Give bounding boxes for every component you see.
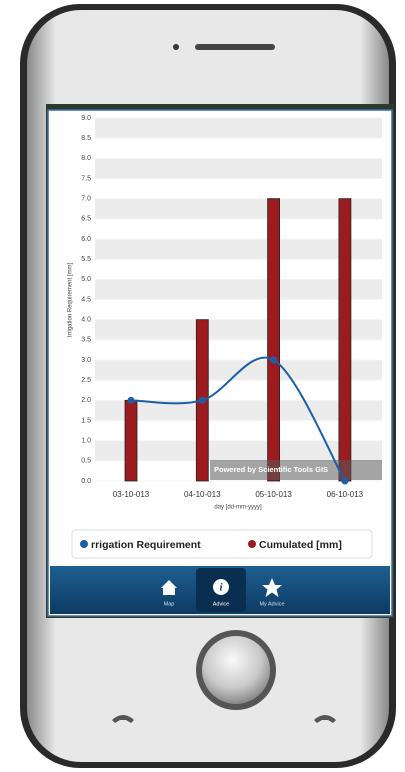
y-tick-label: 3.5 bbox=[81, 337, 91, 344]
y-tick-label: 8.5 bbox=[81, 135, 91, 142]
nav-label[interactable]: My Advice bbox=[259, 601, 284, 607]
y-tick-label: 6.5 bbox=[81, 216, 91, 223]
x-tick-label: 05-10-013 bbox=[255, 490, 292, 499]
grid-band bbox=[95, 158, 382, 178]
y-tick-label: 1.5 bbox=[81, 417, 91, 424]
x-tick-label: 03-10-013 bbox=[113, 490, 150, 499]
legend-marker bbox=[248, 540, 256, 548]
screen: 0.0 0.5 1.0 1.5 2.0 2.5 3.0 3.5 4.0 4.5 5.0 5.5 6.0 6… bbox=[0, 0, 405, 772]
x-tick-label: 06-10-013 bbox=[327, 490, 364, 499]
nav-label[interactable]: Advice bbox=[213, 601, 230, 607]
y-tick-label: 7.0 bbox=[81, 196, 91, 203]
y-tick-label: 2.5 bbox=[81, 377, 91, 384]
point bbox=[128, 397, 135, 404]
y-axis-title: Irrigation Requirement [mm] bbox=[68, 262, 74, 337]
y-tick-label: 4.5 bbox=[81, 296, 91, 303]
y-tick-label: 7.5 bbox=[81, 175, 91, 182]
y-tick-label: 5.5 bbox=[81, 256, 91, 263]
legend-label: rrigation Requirement bbox=[91, 539, 201, 551]
legend-marker bbox=[80, 540, 88, 548]
y-tick-label: 6.0 bbox=[81, 236, 91, 243]
y-tick-label: 0.5 bbox=[81, 458, 91, 465]
y-tick-label: 9.0 bbox=[81, 115, 91, 122]
x-axis-title: day [dd-mm-yyyy] bbox=[214, 505, 262, 511]
y-tick-label: 2.0 bbox=[81, 397, 91, 404]
bar bbox=[125, 400, 137, 481]
grid-band bbox=[95, 118, 382, 138]
x-tick-label: 04-10-013 bbox=[184, 490, 221, 499]
y-tick-label: 1.0 bbox=[81, 438, 91, 445]
home-button[interactable] bbox=[202, 636, 270, 704]
y-tick-label: 0.0 bbox=[81, 478, 91, 485]
legend-label: Cumulated [mm] bbox=[259, 539, 342, 551]
y-tick-label: 3.0 bbox=[81, 357, 91, 364]
bar bbox=[268, 199, 280, 481]
point bbox=[199, 397, 206, 404]
point bbox=[270, 357, 277, 364]
point bbox=[341, 478, 348, 485]
y-tick-label: 5.0 bbox=[81, 276, 91, 283]
y-tick-label: 4.0 bbox=[81, 317, 91, 324]
credit: Powered by Scientific Tools GIS bbox=[214, 465, 328, 474]
speaker bbox=[195, 44, 275, 50]
bar bbox=[339, 199, 351, 481]
nav-label[interactable]: Map bbox=[164, 601, 175, 607]
y-tick-label: 8.0 bbox=[81, 155, 91, 162]
camera bbox=[173, 44, 179, 50]
